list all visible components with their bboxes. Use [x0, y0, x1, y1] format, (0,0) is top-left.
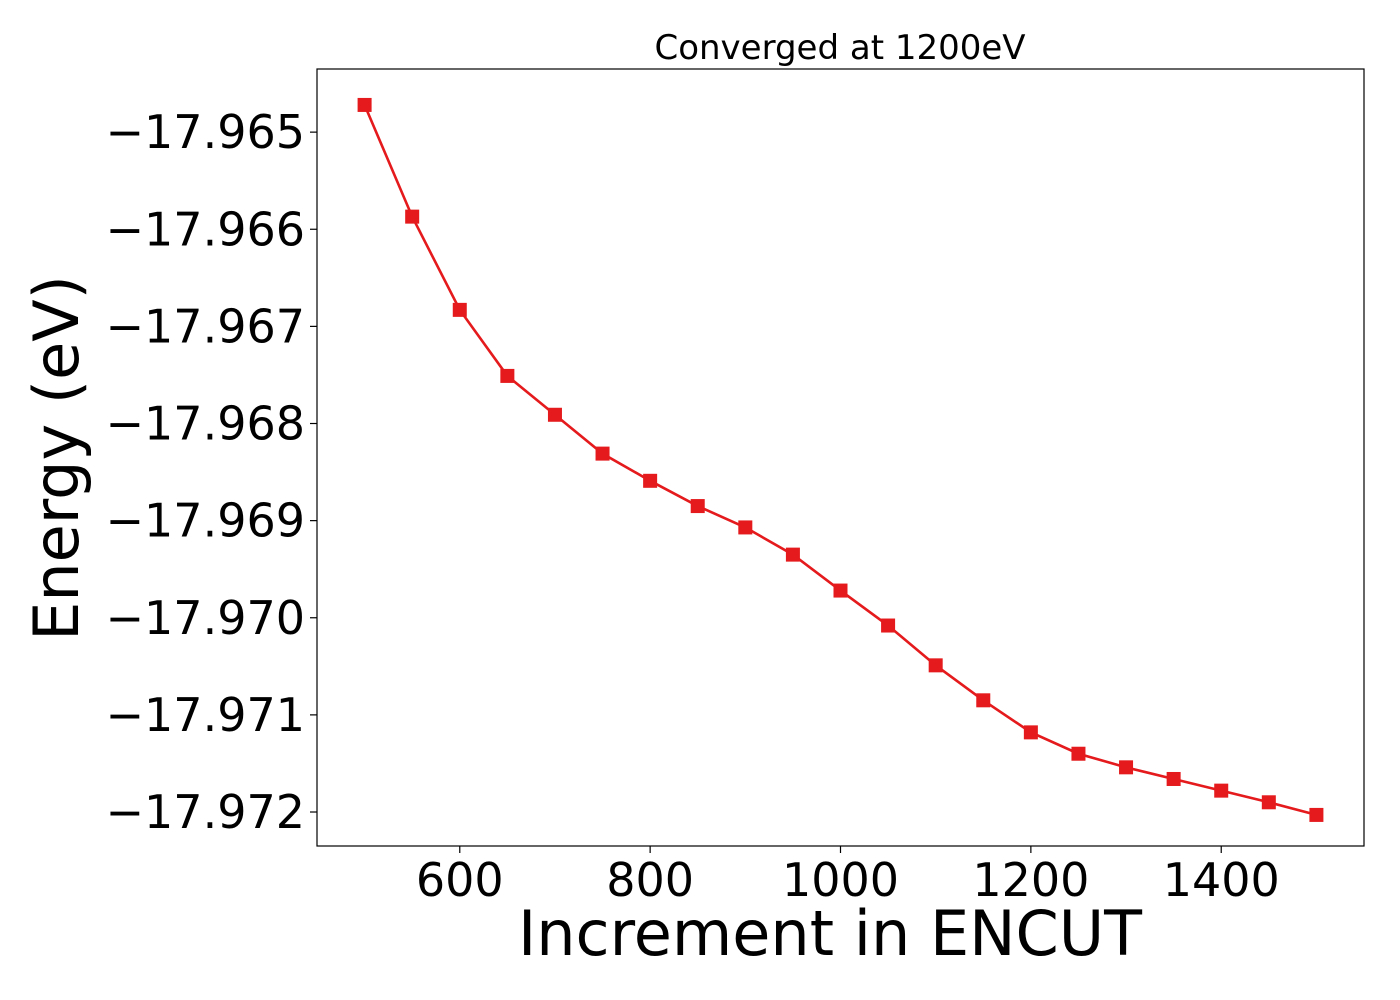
- y-tick-label: −17.969: [106, 494, 306, 548]
- data-point-marker: [1119, 760, 1134, 775]
- data-point-marker: [547, 407, 562, 422]
- data-point-marker: [643, 473, 658, 488]
- data-point-marker: [357, 97, 372, 112]
- x-axis: 600 800 1000 1200 1400: [416, 846, 1280, 907]
- x-tick-label: 1200: [972, 853, 1089, 907]
- data-point-marker: [595, 446, 610, 461]
- data-point-marker: [1166, 771, 1181, 786]
- data-point-marker: [1309, 807, 1324, 822]
- y-tick-label: −17.966: [106, 202, 306, 256]
- data-point-marker: [1214, 783, 1229, 798]
- data-point-marker: [405, 209, 420, 224]
- y-axis: −17.965 −17.966 −17.967 −17.968 −17.969 −17.9…: [106, 105, 317, 839]
- data-point-marker: [452, 302, 467, 317]
- data-point-marker: [881, 618, 896, 633]
- data-point-marker: [928, 658, 943, 673]
- data-point-marker: [833, 583, 848, 598]
- x-axis-label: Increment in ENCUT: [518, 897, 1143, 970]
- data-point-marker: [1261, 795, 1276, 810]
- plot-area-frame: [316, 68, 1365, 847]
- x-tick-label: 800: [606, 853, 694, 907]
- data-point-marker: [1071, 746, 1086, 761]
- data-point-marker: [1023, 725, 1038, 740]
- y-tick-label: −17.972: [106, 785, 306, 839]
- data-point-marker: [500, 368, 515, 383]
- x-tick-label: 1400: [1163, 853, 1280, 907]
- series-layer: [357, 97, 1324, 822]
- data-point-marker: [976, 693, 991, 708]
- y-tick-label: −17.968: [106, 397, 306, 451]
- data-point-marker: [738, 520, 753, 535]
- y-tick-label: −17.971: [106, 688, 306, 742]
- series-line: [363, 104, 1317, 817]
- x-tick-label: 600: [416, 853, 504, 907]
- data-point-marker: [690, 499, 705, 514]
- y-tick-label: −17.970: [106, 591, 306, 645]
- x-tick-label: 1000: [782, 853, 899, 907]
- y-tick-label: −17.965: [106, 105, 306, 159]
- chart-title: Converged at 1200eV: [654, 28, 1025, 68]
- y-axis-label: Energy (eV): [20, 275, 93, 641]
- data-point-marker: [785, 547, 800, 562]
- y-tick-label: −17.967: [106, 299, 306, 353]
